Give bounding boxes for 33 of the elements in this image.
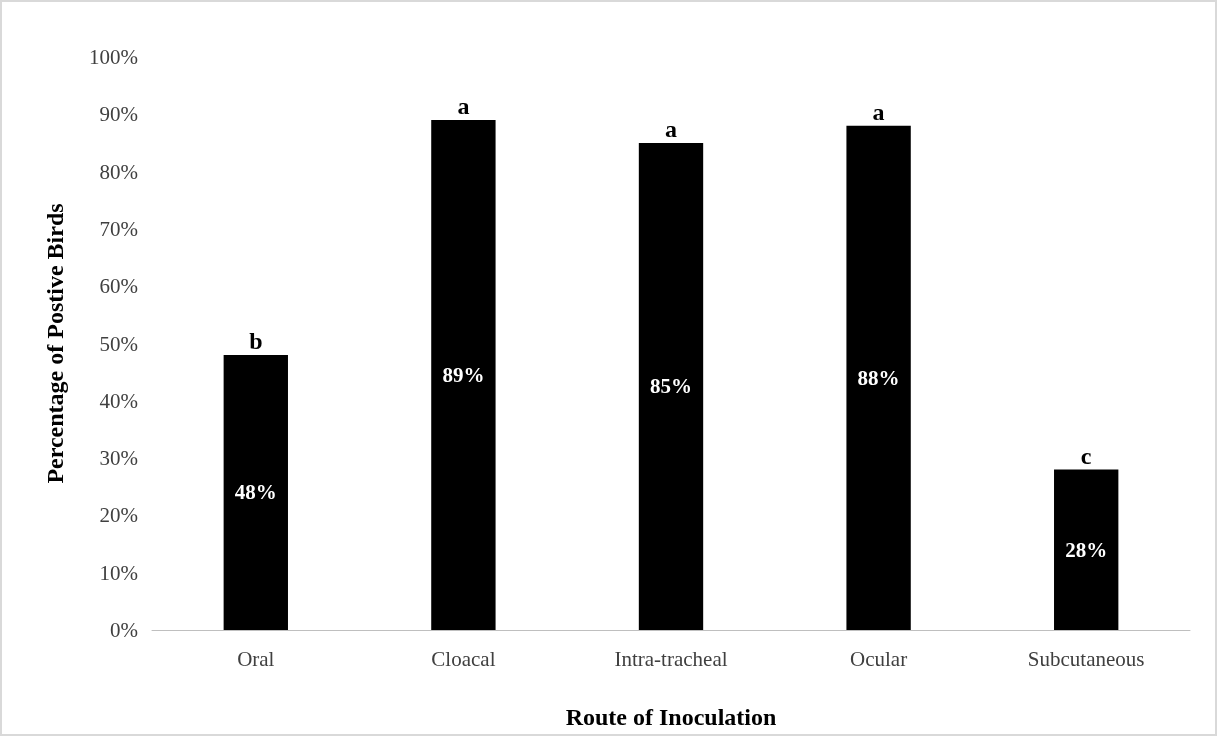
y-tick-label: 60% bbox=[99, 274, 138, 299]
x-tick-label: Ocular bbox=[850, 646, 908, 671]
data-label: 48% bbox=[234, 480, 277, 505]
annotation: a bbox=[872, 98, 885, 125]
x-axis-title: Route of Inoculation bbox=[565, 704, 777, 730]
data-label: 85% bbox=[650, 374, 692, 399]
bar bbox=[638, 142, 704, 630]
x-tick-label: Cloacal bbox=[431, 646, 496, 671]
data-label: 89% bbox=[442, 363, 485, 388]
bar bbox=[431, 120, 496, 630]
data-label: 28% bbox=[1065, 537, 1108, 562]
y-tick-label: 10% bbox=[99, 560, 138, 585]
bar bbox=[846, 125, 911, 630]
data-label: 88% bbox=[857, 365, 900, 390]
y-tick-label: 80% bbox=[99, 159, 138, 184]
x-tick-label: Intra-tracheal bbox=[614, 646, 728, 671]
y-tick-label: 50% bbox=[99, 331, 138, 356]
y-tick-label: 0% bbox=[110, 618, 138, 642]
y-tick-label: 40% bbox=[99, 388, 138, 413]
x-tick-label: Oral bbox=[237, 646, 275, 671]
y-tick-label: 20% bbox=[99, 503, 138, 528]
y-tick-label: 100% bbox=[89, 45, 138, 69]
annotation: b bbox=[249, 327, 263, 354]
annotation: c bbox=[1080, 442, 1092, 469]
x-tick-label: Subcutaneous bbox=[1027, 646, 1145, 671]
y-tick-label: 30% bbox=[99, 446, 138, 471]
bar bbox=[1054, 469, 1119, 630]
y-tick-label: 90% bbox=[99, 102, 138, 127]
bar bbox=[223, 354, 288, 630]
annotation: a bbox=[665, 115, 677, 142]
y-axis-title: Percentage of Postive Birds bbox=[42, 203, 68, 484]
y-tick-label: 70% bbox=[99, 216, 138, 241]
annotation: a bbox=[457, 93, 470, 120]
